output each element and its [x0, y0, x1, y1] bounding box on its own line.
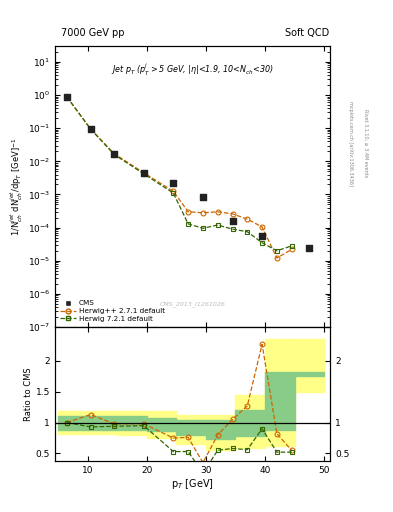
Herwig 7.2.1 default [215, 222, 220, 228]
CMS [259, 232, 265, 240]
Text: mcplots.cern.ch [arXiv:1306.3436]: mcplots.cern.ch [arXiv:1306.3436] [348, 101, 353, 186]
Herwig++ 2.7.1 default [88, 126, 93, 132]
Y-axis label: 1/N$_{ch}^{jet}$ dN$_{ch}^{jet}$/dp$_{T}$ [GeV]$^{-1}$: 1/N$_{ch}^{jet}$ dN$_{ch}^{jet}$/dp$_{T}… [9, 137, 25, 236]
Herwig 7.2.1 default [245, 229, 250, 235]
Text: Jet p$_{T}$ (p$_{T}^{j}$$>$5 GeV, |$\eta$|<1.9, 10<N$_{ch}$<30): Jet p$_{T}$ (p$_{T}^{j}$$>$5 GeV, |$\eta… [111, 61, 274, 78]
Herwig++ 2.7.1 default [171, 188, 176, 195]
Herwig 7.2.1 default [260, 240, 264, 246]
Herwig++ 2.7.1 default [245, 216, 250, 222]
Herwig 7.2.1 default [141, 170, 146, 177]
CMS [141, 169, 147, 177]
Herwig++ 2.7.1 default [200, 210, 205, 216]
Herwig 7.2.1 default [289, 243, 294, 249]
Herwig 7.2.1 default [112, 152, 117, 158]
X-axis label: p$_{T}$ [GeV]: p$_{T}$ [GeV] [171, 477, 214, 492]
Herwig++ 2.7.1 default [289, 246, 294, 252]
Y-axis label: Ratio to CMS: Ratio to CMS [24, 367, 33, 421]
Line: Herwig++ 2.7.1 default: Herwig++ 2.7.1 default [64, 94, 294, 261]
Text: Soft QCD: Soft QCD [285, 28, 329, 38]
Herwig 7.2.1 default [88, 126, 93, 132]
Herwig 7.2.1 default [64, 94, 69, 100]
Herwig++ 2.7.1 default [64, 94, 69, 100]
Line: Herwig 7.2.1 default: Herwig 7.2.1 default [64, 94, 294, 253]
Herwig++ 2.7.1 default [215, 209, 220, 215]
Text: CMS_2013_I1261026: CMS_2013_I1261026 [160, 302, 226, 307]
Herwig++ 2.7.1 default [260, 224, 264, 230]
Herwig++ 2.7.1 default [230, 211, 235, 217]
CMS [306, 243, 312, 251]
Herwig 7.2.1 default [171, 190, 176, 196]
Herwig 7.2.1 default [186, 221, 191, 227]
CMS [170, 179, 176, 187]
CMS [111, 150, 118, 158]
Herwig 7.2.1 default [200, 225, 205, 231]
CMS [200, 193, 206, 201]
Herwig++ 2.7.1 default [275, 255, 279, 261]
Text: 7000 GeV pp: 7000 GeV pp [61, 28, 125, 38]
CMS [87, 125, 94, 133]
Text: Rivet 3.1.10, ≥ 3.4M events: Rivet 3.1.10, ≥ 3.4M events [364, 109, 369, 178]
Herwig 7.2.1 default [230, 226, 235, 232]
Herwig++ 2.7.1 default [141, 170, 146, 176]
Herwig 7.2.1 default [275, 248, 279, 254]
Herwig++ 2.7.1 default [186, 209, 191, 215]
Herwig++ 2.7.1 default [112, 151, 117, 157]
Legend: CMS, Herwig++ 2.7.1 default, Herwig 7.2.1 default: CMS, Herwig++ 2.7.1 default, Herwig 7.2.… [59, 298, 166, 324]
CMS [64, 93, 70, 101]
CMS [230, 217, 236, 225]
